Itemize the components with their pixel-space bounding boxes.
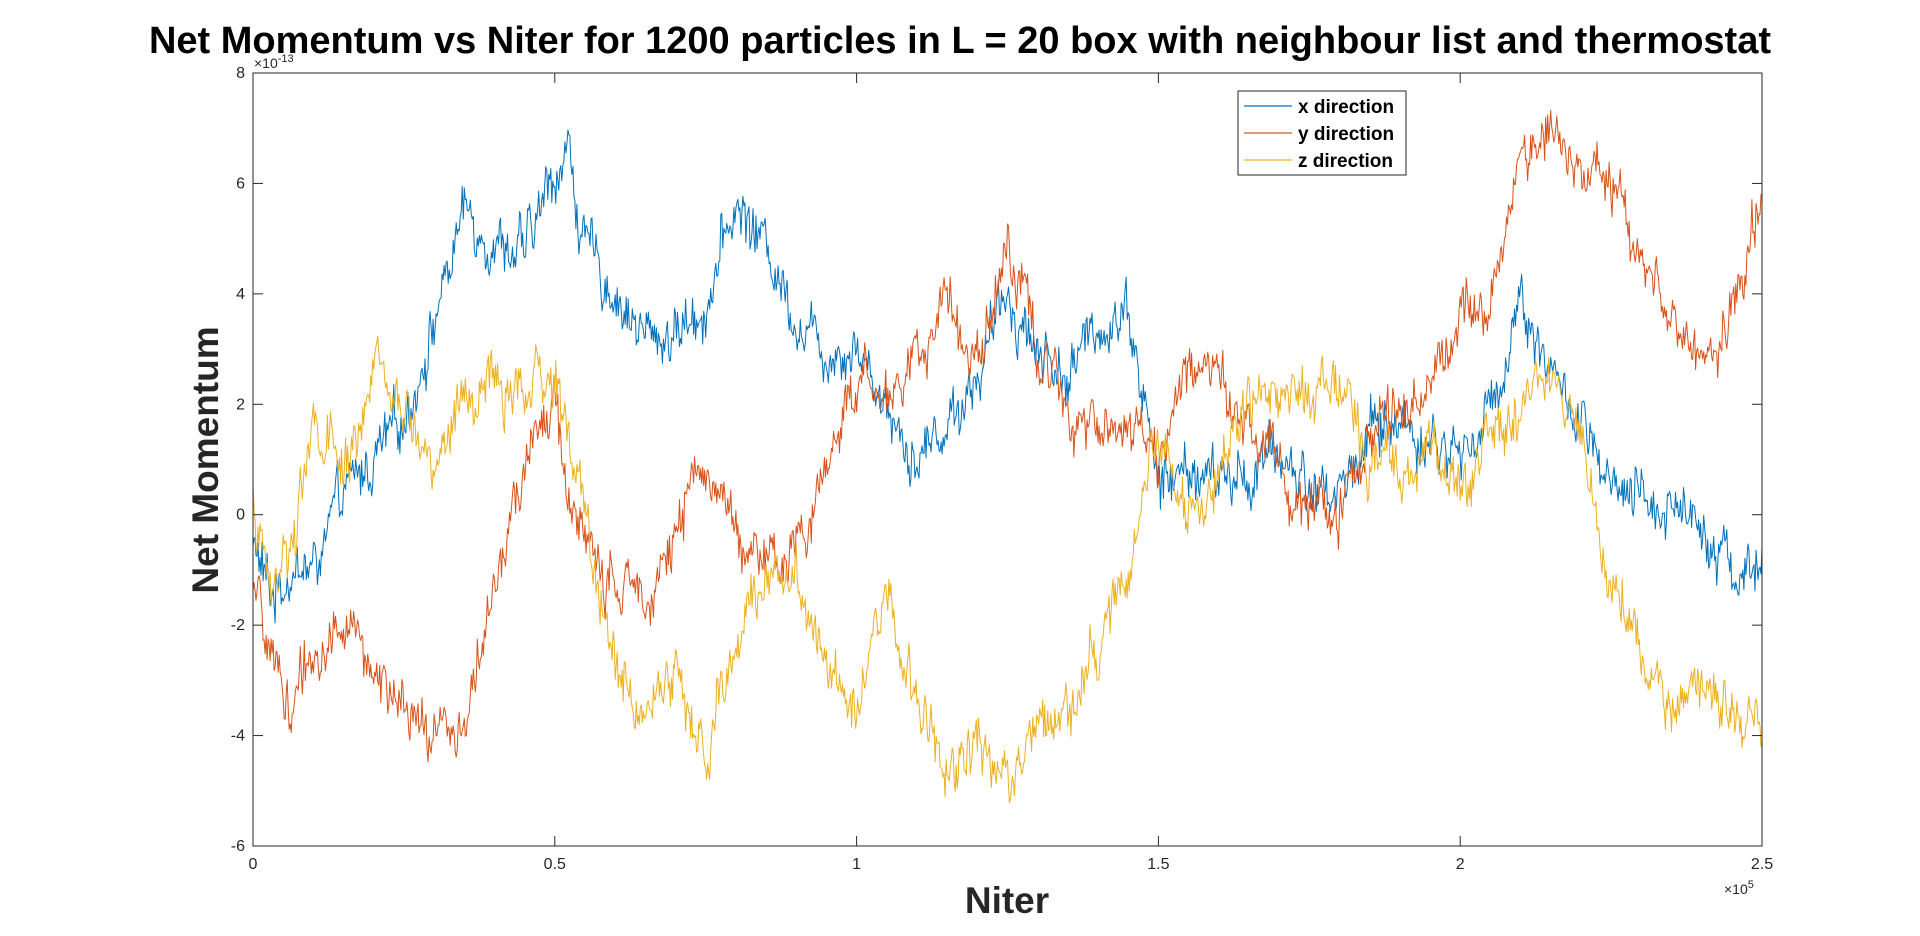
legend: x direction y direction z direction bbox=[1237, 90, 1407, 176]
y-tick-label: 0 bbox=[236, 507, 245, 524]
x-tick-label: 1.5 bbox=[1147, 856, 1169, 873]
x-tick-label: 2 bbox=[1456, 856, 1465, 873]
legend-label-z: z direction bbox=[1298, 151, 1393, 172]
x-tick-label: 1 bbox=[852, 856, 861, 873]
series-line-x-direction bbox=[252, 129, 1763, 624]
y-exponent-base: ×10 bbox=[254, 55, 278, 71]
chart-title: Net Momentum vs Niter for 1200 particles… bbox=[149, 20, 1771, 62]
y-exponent-label: ×10-13 bbox=[254, 53, 294, 71]
x-tick-label: 0 bbox=[249, 856, 258, 873]
series-layer bbox=[252, 109, 1763, 804]
x-axis-label: Niter bbox=[965, 880, 1049, 921]
y-tick-label: -4 bbox=[231, 728, 245, 745]
legend-label-x: x direction bbox=[1298, 97, 1394, 118]
y-axis-ticks: -6 -4 -2 0 2 4 6 8 bbox=[231, 65, 1762, 855]
x-exponent-label: ×105 bbox=[1724, 879, 1754, 897]
y-tick-label: 4 bbox=[236, 286, 245, 303]
x-exponent-power: 5 bbox=[1748, 879, 1754, 891]
plot-box bbox=[252, 72, 1763, 847]
y-axis-label: Net Momentum bbox=[185, 326, 226, 593]
y-tick-label: 8 bbox=[236, 65, 245, 82]
y-tick-label: 6 bbox=[236, 175, 245, 192]
series-line-y-direction bbox=[252, 109, 1763, 763]
x-axis-ticks: 0 0.5 1 1.5 2 2.5 bbox=[249, 73, 1773, 873]
x-tick-label: 2.5 bbox=[1751, 856, 1773, 873]
x-exponent-base: ×10 bbox=[1724, 881, 1748, 897]
x-tick-label: 0.5 bbox=[544, 856, 566, 873]
y-tick-label: 2 bbox=[236, 396, 245, 413]
series-line-z-direction bbox=[252, 335, 1763, 804]
y-exponent-power: -13 bbox=[278, 53, 294, 65]
plot-area bbox=[253, 73, 1762, 846]
y-tick-label: -2 bbox=[231, 617, 245, 634]
legend-label-y: y direction bbox=[1298, 124, 1394, 145]
y-tick-label: -6 bbox=[231, 838, 245, 855]
